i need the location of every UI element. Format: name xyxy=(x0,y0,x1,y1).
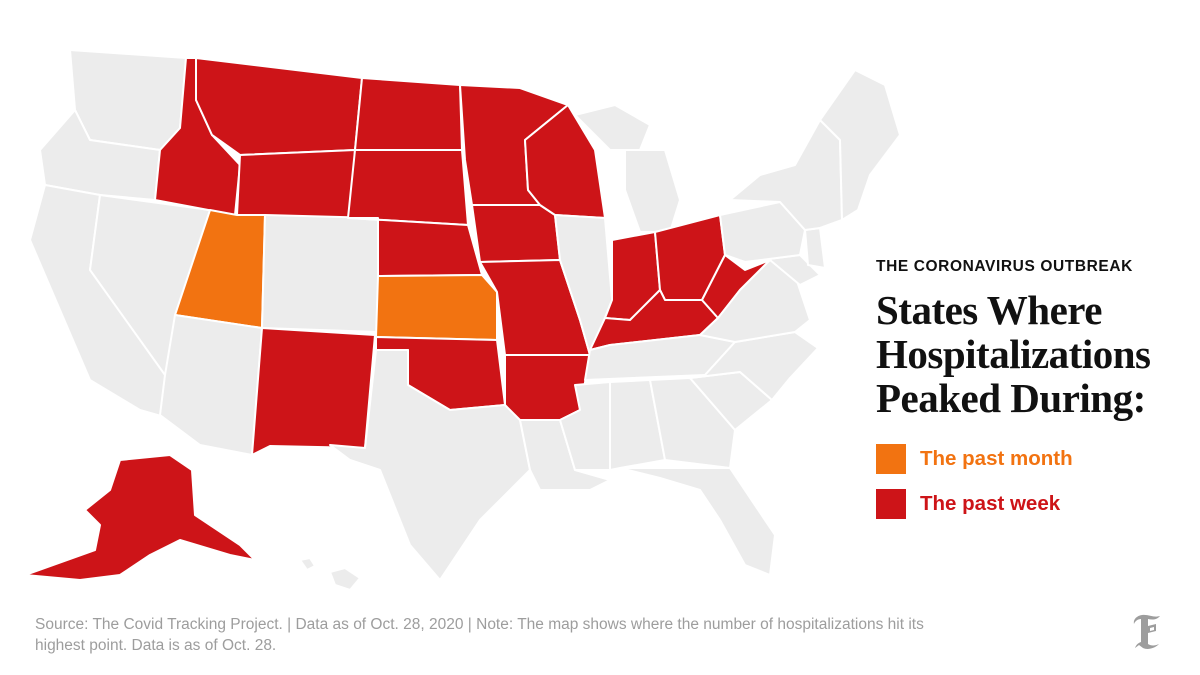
legend-item-past-month: The past month xyxy=(876,444,1176,474)
legend-label-past-month: The past month xyxy=(920,447,1073,470)
headline-line-1: States Where xyxy=(876,287,1102,333)
nyt-t-logo-icon xyxy=(1133,614,1160,649)
legend: The past month The past week xyxy=(876,444,1176,519)
state-montana xyxy=(195,57,363,156)
state-texas xyxy=(329,349,531,581)
headline-line-3: Peaked During: xyxy=(876,375,1146,421)
state-iowa xyxy=(471,204,561,263)
state-alabama xyxy=(609,379,666,471)
headline-line-2: Hospitalizations xyxy=(876,331,1151,377)
state-kansas xyxy=(375,274,498,341)
legend-swatch-past-month xyxy=(876,444,906,474)
state-new-jersey xyxy=(804,227,826,269)
state-georgia xyxy=(649,377,736,469)
state-new-england xyxy=(819,69,901,221)
kicker-label: THE CORONAVIRUS OUTBREAK xyxy=(876,258,1133,275)
state-new-mexico xyxy=(251,327,376,456)
legend-item-past-week: The past week xyxy=(876,489,1176,519)
state-florida xyxy=(619,467,776,576)
state-arizona xyxy=(159,314,263,456)
state-colorado xyxy=(261,214,379,333)
states-layer xyxy=(24,49,901,591)
state-north-dakota xyxy=(354,77,463,151)
source-note: Source: The Covid Tracking Project. | Da… xyxy=(35,616,924,654)
state-oregon xyxy=(39,109,161,201)
state-hawaii xyxy=(299,557,361,591)
legend-label-past-week: The past week xyxy=(920,492,1061,515)
state-alaska xyxy=(24,454,256,581)
state-south-dakota xyxy=(347,149,469,226)
title-panel: THE CORONAVIRUS OUTBREAK States Where Ho… xyxy=(876,258,1176,534)
headline: States Where Hospitalizations Peaked Dur… xyxy=(876,288,1176,420)
legend-swatch-past-week xyxy=(876,489,906,519)
